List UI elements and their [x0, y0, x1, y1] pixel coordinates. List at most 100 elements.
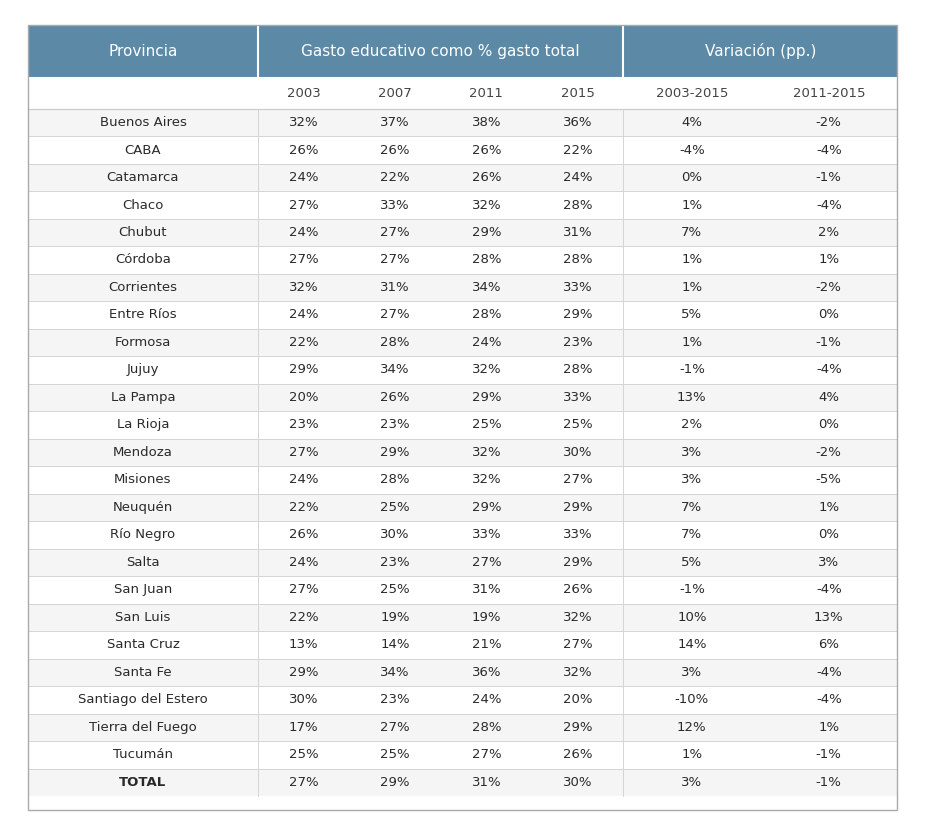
Text: 2003: 2003 — [287, 87, 321, 100]
Text: 33%: 33% — [563, 391, 593, 404]
Bar — [28, 137, 897, 164]
Text: 28%: 28% — [472, 308, 501, 321]
Text: Gasto educativo como % gasto total: Gasto educativo como % gasto total — [302, 43, 580, 59]
Text: 27%: 27% — [380, 308, 410, 321]
Text: -1%: -1% — [816, 336, 842, 349]
Text: -4%: -4% — [816, 143, 842, 156]
Text: Tucumán: Tucumán — [113, 748, 173, 762]
Text: -4%: -4% — [816, 694, 842, 707]
Text: 33%: 33% — [380, 199, 410, 212]
Text: 24%: 24% — [290, 171, 318, 184]
Text: -5%: -5% — [816, 474, 842, 487]
Bar — [28, 741, 897, 769]
Bar — [28, 438, 897, 466]
Text: 32%: 32% — [563, 611, 593, 624]
Text: -2%: -2% — [816, 446, 842, 459]
Text: -1%: -1% — [816, 171, 842, 184]
Text: 27%: 27% — [289, 199, 318, 212]
Text: 23%: 23% — [563, 336, 593, 349]
Text: -1%: -1% — [816, 775, 842, 789]
Text: 25%: 25% — [563, 419, 593, 431]
Text: 27%: 27% — [472, 556, 501, 569]
Text: 26%: 26% — [290, 143, 318, 156]
Bar — [28, 658, 897, 686]
Text: 29%: 29% — [563, 501, 592, 514]
Text: 32%: 32% — [289, 281, 318, 294]
Text: 36%: 36% — [563, 116, 592, 129]
Text: 22%: 22% — [563, 143, 593, 156]
Text: 12%: 12% — [677, 721, 707, 734]
Text: 4%: 4% — [682, 116, 702, 129]
Text: 22%: 22% — [380, 171, 410, 184]
Text: 29%: 29% — [563, 721, 592, 734]
Text: 1%: 1% — [819, 501, 839, 514]
Text: 28%: 28% — [380, 336, 410, 349]
Text: 5%: 5% — [682, 556, 702, 569]
Text: 0%: 0% — [682, 171, 702, 184]
Text: -4%: -4% — [816, 666, 842, 679]
Text: 27%: 27% — [289, 775, 318, 789]
Text: 7%: 7% — [682, 528, 702, 542]
Text: 0%: 0% — [819, 419, 839, 431]
Text: 1%: 1% — [819, 254, 839, 267]
Text: -1%: -1% — [679, 583, 705, 596]
Bar — [28, 521, 897, 549]
Text: 28%: 28% — [563, 363, 592, 376]
Text: 26%: 26% — [563, 748, 592, 762]
Text: Provincia: Provincia — [108, 43, 178, 59]
Text: 27%: 27% — [289, 254, 318, 267]
Text: 23%: 23% — [289, 419, 318, 431]
Bar — [28, 78, 897, 109]
Text: 24%: 24% — [290, 226, 318, 239]
Text: 26%: 26% — [380, 391, 410, 404]
Text: 6%: 6% — [819, 638, 839, 651]
Text: 26%: 26% — [380, 143, 410, 156]
Text: 30%: 30% — [290, 694, 318, 707]
Bar — [28, 356, 897, 384]
Text: 14%: 14% — [677, 638, 707, 651]
Text: 29%: 29% — [563, 556, 592, 569]
Text: 24%: 24% — [290, 556, 318, 569]
Text: 26%: 26% — [472, 171, 501, 184]
Text: 29%: 29% — [290, 363, 318, 376]
Text: Buenos Aires: Buenos Aires — [100, 116, 187, 129]
Text: 29%: 29% — [472, 391, 501, 404]
Text: CABA: CABA — [125, 143, 161, 156]
Text: Corrientes: Corrientes — [108, 281, 178, 294]
Text: Catamarca: Catamarca — [106, 171, 179, 184]
Text: -1%: -1% — [679, 363, 705, 376]
Text: 37%: 37% — [380, 116, 410, 129]
Text: 28%: 28% — [563, 254, 592, 267]
Text: 31%: 31% — [380, 281, 410, 294]
Text: 3%: 3% — [682, 775, 702, 789]
Text: 32%: 32% — [472, 446, 501, 459]
Text: Misiones: Misiones — [114, 474, 172, 487]
Bar — [28, 191, 897, 218]
Text: 24%: 24% — [472, 694, 501, 707]
Text: Santa Cruz: Santa Cruz — [106, 638, 179, 651]
Text: 26%: 26% — [563, 583, 592, 596]
Bar — [28, 466, 897, 494]
Text: 33%: 33% — [563, 528, 593, 542]
Text: 13%: 13% — [289, 638, 318, 651]
Text: -2%: -2% — [816, 281, 842, 294]
Text: 38%: 38% — [472, 116, 501, 129]
Text: Mendoza: Mendoza — [113, 446, 173, 459]
Text: 28%: 28% — [563, 199, 592, 212]
Text: 27%: 27% — [380, 721, 410, 734]
Text: 10%: 10% — [677, 611, 707, 624]
Text: 31%: 31% — [563, 226, 593, 239]
Text: Jujuy: Jujuy — [127, 363, 159, 376]
Text: 24%: 24% — [290, 474, 318, 487]
Text: 28%: 28% — [380, 474, 410, 487]
Text: 2007: 2007 — [378, 87, 412, 100]
Text: 34%: 34% — [380, 363, 410, 376]
Text: Neuquén: Neuquén — [113, 501, 173, 514]
Bar — [28, 576, 897, 604]
Bar — [28, 604, 897, 631]
Text: 23%: 23% — [380, 694, 410, 707]
Text: 29%: 29% — [563, 308, 592, 321]
Text: 33%: 33% — [563, 281, 593, 294]
Text: Variación (pp.): Variación (pp.) — [705, 43, 816, 59]
Text: 30%: 30% — [563, 775, 592, 789]
